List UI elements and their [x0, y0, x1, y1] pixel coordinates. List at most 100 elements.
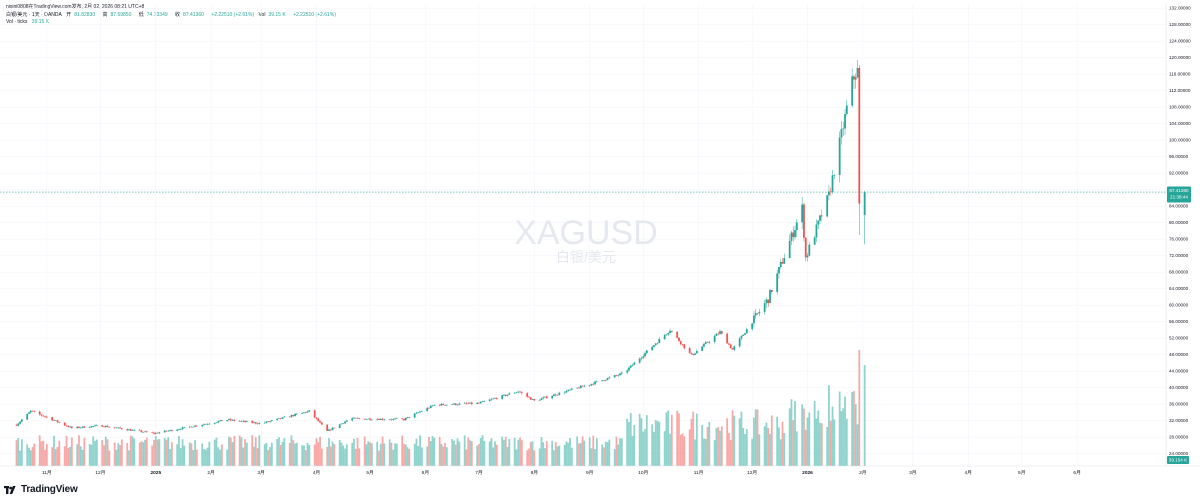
- volume-bar: [856, 424, 859, 466]
- volume-bar: [38, 435, 41, 466]
- candle-body: [15, 424, 18, 426]
- candle-body: [703, 343, 705, 347]
- volume-bar: [26, 444, 29, 466]
- price-tick-label: 72.00000: [1169, 253, 1189, 258]
- candle-body: [295, 413, 298, 415]
- volume-bar: [404, 444, 407, 466]
- candle-body: [856, 67, 859, 78]
- volume-bar: [617, 444, 620, 466]
- volume-legend: Vol · ticks 39.15 K: [6, 19, 52, 25]
- volume-bar: [483, 441, 486, 466]
- candle-body: [265, 421, 268, 423]
- candle-body: [381, 418, 384, 420]
- volume-bar: [826, 426, 829, 466]
- vol-label: Vol: [258, 12, 266, 18]
- volume-bar: [858, 350, 861, 466]
- candle-body: [370, 419, 373, 421]
- volume-bar: [290, 435, 293, 466]
- volume-bar: [167, 437, 170, 466]
- candle-body: [633, 362, 636, 366]
- candle-body: [363, 418, 366, 420]
- candle-body: [442, 403, 445, 405]
- volume-bar: [744, 434, 746, 466]
- candle-body: [419, 411, 421, 413]
- volume-bar: [78, 435, 80, 466]
- candle-body: [281, 417, 284, 419]
- candle-body: [463, 403, 466, 404]
- candle-body: [551, 396, 554, 399]
- candle-body: [754, 313, 757, 316]
- candle-body: [579, 385, 582, 389]
- vol-value: 39.15 K: [268, 12, 286, 18]
- volume-bar: [145, 437, 148, 466]
- volume-bar: [779, 439, 782, 466]
- candle-body: [578, 387, 580, 389]
- volume-bar: [494, 441, 496, 466]
- volume-bar: [142, 442, 145, 466]
- volume-bar: [642, 431, 645, 466]
- volume-bar: [169, 449, 171, 466]
- candle-body: [351, 418, 354, 421]
- candle-body: [242, 420, 245, 422]
- candle-body: [183, 426, 186, 428]
- candle-body: [729, 344, 732, 349]
- time-axis[interactable]: 11月 12月 2025 2月 3月 4月 5月 6月 7月 8月 9月 10月 11月 12月 2026 2…: [42, 470, 1081, 476]
- time-tick-label: 10月: [638, 470, 648, 476]
- high-label: 高: [102, 12, 108, 18]
- candle-body: [603, 380, 605, 381]
- candle-body: [301, 412, 304, 414]
- price-tick-label: 52.00000: [1169, 336, 1189, 341]
- time-tick-label: 6月: [1073, 470, 1080, 476]
- volume-bar: [365, 444, 368, 466]
- candle-body: [108, 427, 111, 428]
- volume-bar: [745, 429, 748, 466]
- candle-body: [379, 418, 382, 420]
- price-axis[interactable]: 132.00000 128.00000 124.00000 120.00000 116.…: [1169, 6, 1191, 457]
- volume-bar: [106, 439, 109, 466]
- candle-body: [706, 342, 709, 343]
- tradingview-logo[interactable]: TradingView: [4, 484, 78, 495]
- volume-bar: [554, 441, 557, 466]
- candle-body: [483, 401, 486, 402]
- candle-body: [469, 402, 471, 404]
- volume-bar: [19, 450, 21, 466]
- volume-bar: [370, 443, 373, 466]
- volume-bar: [178, 435, 180, 466]
- candle-body: [638, 358, 641, 363]
- candle-body: [528, 396, 530, 398]
- candle-body: [501, 395, 504, 399]
- volume-bar: [242, 447, 245, 466]
- volume-bar: [538, 448, 541, 466]
- candle-body: [642, 356, 645, 358]
- volume-bar: [254, 437, 257, 466]
- volume-bar: [392, 449, 395, 466]
- candle-body: [820, 215, 823, 217]
- price-tick-label: 40.00000: [1169, 385, 1189, 390]
- volume-bar: [851, 392, 854, 466]
- volume-bar: [308, 445, 311, 466]
- volume-bar: [203, 448, 205, 466]
- volume-bar: [545, 441, 548, 466]
- volume-bar: [519, 437, 521, 466]
- volume-bar: [231, 442, 234, 466]
- volume-bar: [63, 446, 66, 466]
- volume-bar: [567, 442, 570, 466]
- volume-bar: [426, 446, 429, 466]
- price-tick-label: 24.00000: [1169, 451, 1189, 456]
- volume-bar: [783, 432, 786, 466]
- volume-bar: [528, 448, 530, 466]
- volume-bar: [126, 442, 129, 466]
- volume-bar: [440, 444, 443, 466]
- time-tick-label: 11月: [694, 470, 704, 476]
- volume-bar: [715, 428, 718, 466]
- volume-bar: [488, 441, 491, 466]
- candle-body: [651, 346, 654, 351]
- price-tick-label: 108.00000: [1169, 105, 1191, 110]
- volume-bar: [219, 449, 221, 466]
- candle-body: [508, 393, 511, 395]
- volume-bar: [108, 450, 111, 466]
- volume-bar: [170, 442, 173, 466]
- volume-bar: [281, 442, 284, 466]
- candle-body: [615, 375, 618, 376]
